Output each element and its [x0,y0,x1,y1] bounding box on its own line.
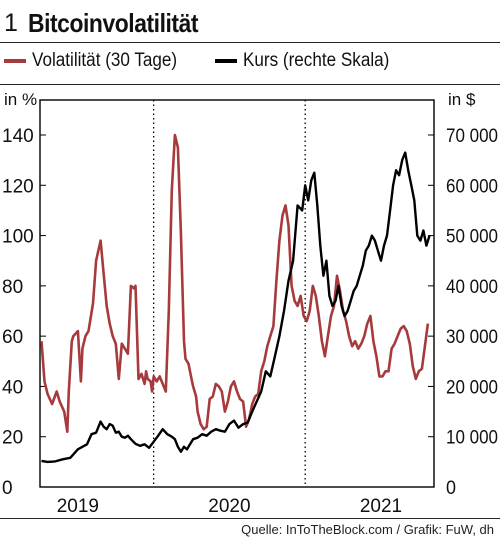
left-tick-label: 40 [2,377,23,398]
legend-divider [0,84,500,85]
legend-item-volatility: Volatilität (30 Tage) [4,50,193,72]
chart-plot: 0 20 40 60 80 100 120 140 0 10 000 20 000 30 000 40 … [2,99,498,517]
left-tick-label: 20 [2,428,23,449]
footer-divider [0,518,500,519]
title-divider [0,42,500,43]
legend-swatch-volatility [4,59,26,63]
legend-label-volatility: Volatilität (30 Tage) [32,50,178,71]
right-tick-label: 0 [446,478,456,499]
right-tick-label: 70 000 [446,126,498,147]
x-tick-label: 2019 [57,496,99,517]
volatility-line [40,133,430,434]
chart-title-row: 1 Bitcoinvolatilität [4,6,221,40]
x-tick-label: 2021 [360,496,402,517]
right-tick-label: 40 000 [446,277,498,298]
x-tick-label: 2020 [208,496,250,517]
right-tick-label: 20 000 [446,377,498,398]
right-axis-unit: in $ [448,90,476,109]
right-tick-label: 30 000 [446,327,498,348]
right-tick-label: 60 000 [446,176,498,197]
left-axis-unit: in % [4,90,38,109]
right-tick-label: 10 000 [446,428,498,449]
left-tick-label: 0 [2,478,13,499]
left-tick-label: 100 [2,227,34,248]
price-line [41,151,431,464]
left-tick-label: 80 [2,277,23,298]
left-tick-label: 120 [2,176,34,197]
chart-title: Bitcoinvolatilität [27,7,199,38]
legend-label-price: Kurs (rechte Skala) [243,50,390,71]
right-tick-label: 50 000 [446,227,498,248]
legend-swatch-price [215,59,238,63]
legend-item-price: Kurs (rechte Skala) [215,50,406,72]
figure-number: 1 [4,8,18,37]
source-credit: Quelle: InToTheBlock.com / Grafik: FuW, … [241,522,494,537]
left-tick-label: 60 [2,327,23,348]
plot-frame [39,99,435,488]
chart-legend: Volatilität (30 Tage) Kurs (rechte Skala… [4,50,428,72]
left-tick-label: 140 [2,126,34,147]
